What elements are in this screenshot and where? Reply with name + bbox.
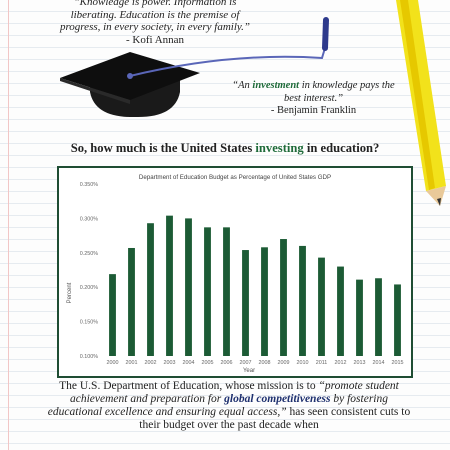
x-tick-label: 2015	[392, 360, 404, 366]
graduation-cap-icon	[60, 17, 329, 118]
pencil-icon	[396, 0, 446, 206]
quote2-emphasis: investment	[252, 80, 300, 91]
bar-2013	[356, 279, 363, 356]
bar-2012	[337, 266, 344, 356]
quote1-text: “Knowledge is power. Information is libe…	[59, 0, 251, 33]
y-tick-label: 0.150%	[80, 320, 98, 326]
x-tick-label: 2009	[278, 360, 290, 366]
chart-y-axis-label: Percent	[67, 282, 73, 303]
quote1-author: - Kofi Annan	[125, 33, 185, 46]
y-tick-label: 0.200%	[80, 285, 98, 291]
bar-2008	[261, 247, 268, 356]
x-tick-label: 2011	[316, 360, 328, 366]
section-heading: So, how much is the United States invest…	[0, 141, 450, 156]
x-tick-label: 2014	[373, 360, 385, 366]
para-part-1: The U.S. Department of Education, whose …	[59, 380, 319, 392]
bar-2007	[242, 250, 249, 356]
question-pre: So, how much is the United States	[70, 141, 256, 155]
bar-2006	[223, 227, 230, 356]
y-tick-label: 0.250%	[80, 251, 98, 257]
budget-chart: Department of Education Budget as Percen…	[57, 166, 413, 378]
kofi-annan-quote: “Knowledge is power. Information is libe…	[55, 0, 255, 46]
quote2-post: in knowledge pays the best interest.”	[283, 80, 395, 104]
franklin-quote: “An investment in knowledge pays the bes…	[226, 80, 401, 118]
bar-2002	[147, 223, 154, 356]
y-tick-label: 0.300%	[80, 216, 98, 222]
bar-2000	[109, 274, 116, 356]
chart-title: Department of Education Budget as Percen…	[139, 174, 331, 181]
bar-2003	[166, 215, 173, 356]
bar-2001	[128, 247, 135, 356]
x-tick-label: 2002	[145, 360, 157, 366]
x-tick-label: 2000	[107, 360, 119, 366]
x-tick-label: 2005	[202, 360, 214, 366]
y-tick-label: 0.100%	[80, 354, 98, 360]
para-mission-quote: “promote student achievement and prepara…	[69, 380, 399, 405]
x-tick-label: 2003	[164, 360, 176, 366]
para-global-competitiveness: global competitiveness	[224, 393, 331, 405]
bar-2011	[318, 257, 325, 356]
x-tick-label: 2010	[297, 360, 309, 366]
para-part-5: has seen consistent cuts to their budget…	[139, 406, 411, 431]
x-tick-label: 2004	[183, 360, 195, 366]
bar-2005	[204, 227, 211, 356]
chart-x-axis-label: Year	[243, 368, 255, 374]
quote2-pre: “An	[232, 80, 253, 91]
x-tick-label: 2008	[259, 360, 271, 366]
body-paragraph: The U.S. Department of Education, whose …	[46, 380, 412, 432]
y-tick-label: 0.350%	[80, 182, 98, 188]
x-tick-label: 2001	[126, 360, 138, 366]
chart-canvas: Department of Education Budget as Percen…	[67, 174, 404, 374]
bar-2015	[394, 284, 401, 356]
x-tick-label: 2013	[354, 360, 366, 366]
x-tick-label: 2007	[240, 360, 252, 366]
question-emphasis: investing	[255, 141, 304, 155]
x-tick-label: 2012	[335, 360, 347, 366]
bar-2004	[185, 218, 192, 356]
quote2-author: - Benjamin Franklin	[270, 105, 357, 116]
bar-2009	[280, 239, 287, 356]
bar-2014	[375, 278, 382, 356]
bar-2010	[299, 245, 306, 356]
x-tick-label: 2006	[221, 360, 233, 366]
para-mission-quote-end: by fostering educational excellence and …	[47, 393, 388, 418]
question-post: in education?	[303, 141, 380, 155]
